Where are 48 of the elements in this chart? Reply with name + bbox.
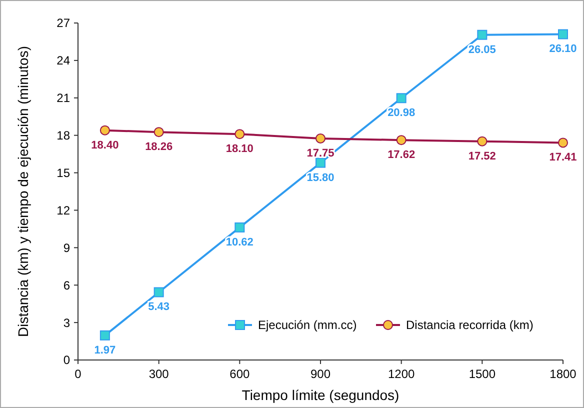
x-tick-label: 1200 <box>388 367 416 381</box>
x-tick-label: 1500 <box>468 367 496 381</box>
y-tick-label: 9 <box>63 240 70 255</box>
x-axis-title: Tiempo límite (segundos) <box>242 387 400 403</box>
y-tick-label: 0 <box>63 353 70 368</box>
point <box>316 133 326 144</box>
x-tick-label: 0 <box>74 367 82 381</box>
point <box>154 287 164 298</box>
data-label: 1.97 <box>94 344 116 356</box>
x-tick-label: 900 <box>310 367 331 381</box>
y-tick-label: 27 <box>56 16 70 30</box>
y-tick-label: 6 <box>63 278 70 292</box>
data-label: 5.43 <box>148 301 170 314</box>
legend-label: Ejecución (mm.cc) <box>258 318 357 332</box>
y-tick-label: 21 <box>56 91 70 106</box>
data-label: 17.62 <box>388 149 416 162</box>
y-axis-title: Distancia (km) y tiempo de ejecución (minutos) <box>15 46 31 337</box>
data-label: 15.80 <box>306 172 334 184</box>
point <box>234 129 245 140</box>
x-tick-label: 300 <box>148 367 170 381</box>
point <box>558 29 568 40</box>
data-label: 26.10 <box>549 43 577 56</box>
y-tick-label: 12 <box>56 203 70 218</box>
data-label: 17.41 <box>549 152 577 164</box>
data-label: 18.10 <box>226 143 254 156</box>
data-label: 26.05 <box>468 44 496 56</box>
point <box>558 138 568 148</box>
point <box>396 93 406 104</box>
y-tick-label: 3 <box>63 316 70 330</box>
point <box>477 30 488 40</box>
data-label: 10.62 <box>226 236 254 248</box>
data-label: 17.52 <box>468 150 496 162</box>
x-tick-label: 1800 <box>550 367 577 381</box>
point <box>396 135 406 146</box>
legend-label: Distancia recorrida (km) <box>406 318 534 332</box>
point <box>154 127 164 138</box>
data-label: 18.26 <box>145 141 173 154</box>
point <box>100 330 110 340</box>
data-label: 18.40 <box>91 139 119 152</box>
y-tick-label: 18 <box>56 128 70 143</box>
data-label: 20.98 <box>388 107 416 120</box>
x-tick-label: 600 <box>230 367 250 381</box>
y-tick-label: 15 <box>56 166 70 180</box>
point <box>477 136 488 146</box>
y-tick-label: 24 <box>56 54 70 68</box>
point <box>316 158 326 168</box>
point <box>100 125 110 136</box>
point <box>234 222 245 232</box>
